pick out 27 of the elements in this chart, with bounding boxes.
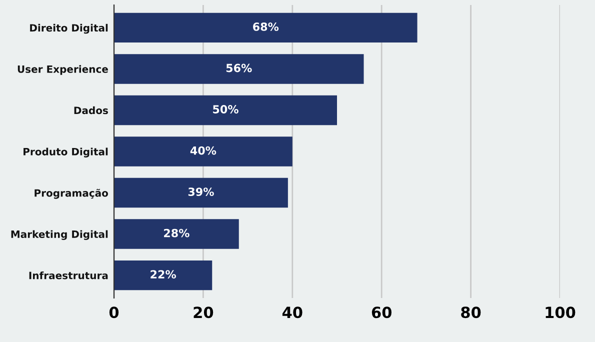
x-tick-label: 0	[109, 306, 119, 318]
bar	[114, 54, 364, 84]
data-label: 28%	[164, 228, 190, 238]
x-tick-label: 60	[372, 306, 392, 318]
x-tick-label: 20	[194, 306, 214, 318]
data-label: 68%	[253, 22, 279, 31]
y-tick-label: Direito Digital	[30, 24, 108, 34]
bar	[114, 95, 337, 126]
bar	[114, 136, 292, 166]
y-tick-label: Programação	[34, 188, 108, 199]
y-tick-label: User Experience	[18, 65, 108, 75]
y-tick-label: Produto Digital	[24, 148, 108, 158]
bar	[114, 219, 239, 249]
y-tick-label: Infraestrutura	[29, 272, 108, 280]
y-tick-label: Marketing Digital	[11, 230, 108, 240]
data-label: 50%	[213, 105, 238, 114]
x-tick-label: 80	[461, 306, 481, 318]
data-label: 40%	[190, 146, 216, 155]
bar	[114, 178, 288, 208]
data-label: 56%	[226, 64, 252, 72]
x-tick-label: 40	[282, 306, 302, 318]
bar	[114, 12, 418, 43]
bar	[114, 260, 212, 290]
y-tick-label: Dados	[74, 106, 108, 114]
data-label: 22%	[150, 270, 176, 279]
data-label: 39%	[188, 188, 214, 196]
x-tick-label: 100	[546, 306, 576, 318]
